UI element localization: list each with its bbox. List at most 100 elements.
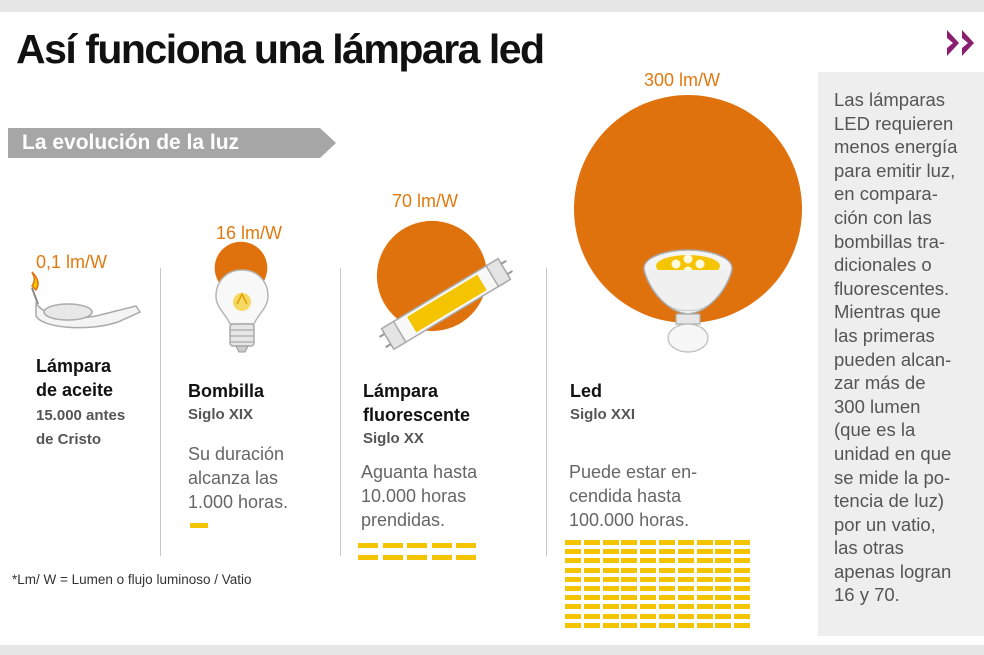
item-name-oil-1: Lámpara bbox=[36, 356, 112, 376]
duration-bar bbox=[565, 595, 581, 601]
sidebar-line: LED requieren bbox=[834, 112, 954, 134]
item-era-fluorescent: Siglo XX bbox=[363, 430, 424, 447]
page-title: Así funciona una lámpara led bbox=[16, 26, 545, 72]
duration-bar bbox=[431, 555, 452, 560]
duration-bar bbox=[583, 567, 600, 573]
item-desc-fluorescent-1: Aguanta hasta bbox=[361, 462, 478, 482]
led-lamp-icon bbox=[643, 249, 733, 353]
duration-bar bbox=[640, 622, 657, 628]
duration-bar bbox=[583, 586, 600, 591]
duration-bar bbox=[640, 549, 657, 555]
duration-bar bbox=[659, 549, 675, 555]
duration-bar bbox=[715, 622, 732, 628]
item-desc-fluorescent-2: 10.000 horas bbox=[361, 486, 467, 506]
duration-bar bbox=[565, 576, 581, 582]
duration-bar bbox=[602, 586, 619, 591]
duration-bar bbox=[715, 540, 732, 545]
duration-bar bbox=[602, 540, 619, 545]
duration-bar bbox=[583, 604, 600, 610]
item-desc-bulb-1: Su duración bbox=[188, 444, 285, 464]
duration-bar bbox=[734, 540, 751, 545]
duration-bar bbox=[583, 576, 600, 582]
duration-bar bbox=[602, 613, 619, 619]
duration-bar bbox=[431, 543, 452, 548]
item-era-led: Siglo XXI bbox=[570, 406, 636, 423]
oil-lamp-icon bbox=[31, 271, 142, 329]
duration-bar bbox=[583, 549, 600, 555]
duration-bar bbox=[677, 586, 694, 591]
duration-bar bbox=[715, 558, 732, 564]
sidebar-line: las otras bbox=[834, 537, 904, 559]
duration-bar bbox=[621, 595, 638, 601]
duration-bar bbox=[565, 622, 581, 628]
duration-bar bbox=[640, 576, 657, 582]
duration-bar bbox=[734, 622, 751, 628]
duration-bar bbox=[640, 540, 657, 545]
duration-bar bbox=[696, 549, 713, 555]
duration-bar bbox=[456, 543, 476, 548]
duration-bar bbox=[696, 540, 713, 545]
duration-bar bbox=[602, 622, 619, 628]
duration-bar bbox=[677, 576, 694, 582]
duration-bar bbox=[734, 586, 751, 591]
duration-bar bbox=[621, 549, 638, 555]
duration-bar bbox=[677, 558, 694, 564]
duration-bar bbox=[565, 586, 581, 591]
section-tag: La evolución de la luz bbox=[22, 131, 240, 154]
duration-bar bbox=[696, 576, 713, 582]
duration-bar bbox=[659, 540, 675, 545]
item-name-bulb: Bombilla bbox=[188, 381, 265, 401]
duration-bar bbox=[621, 558, 638, 564]
sidebar-line: zar más de bbox=[834, 372, 926, 394]
duration-bar bbox=[715, 595, 732, 601]
duration-bar bbox=[715, 549, 732, 555]
sidebar-line: por un vatio, bbox=[834, 513, 936, 535]
duration-bar bbox=[640, 604, 657, 610]
duration-bar bbox=[734, 576, 751, 582]
sidebar-line: (que es la bbox=[834, 419, 916, 441]
item-desc-bulb-3: 1.000 horas. bbox=[188, 492, 289, 512]
sidebar-line: Las lámparas bbox=[834, 89, 946, 110]
duration-bar bbox=[696, 567, 713, 573]
duration-bar bbox=[696, 622, 713, 628]
bottom-bar bbox=[0, 645, 984, 655]
duration-bar bbox=[640, 586, 657, 591]
duration-bar bbox=[190, 523, 208, 528]
duration-bar bbox=[565, 540, 581, 545]
separator-2 bbox=[340, 268, 341, 556]
efficacy-label-fluorescent: 70 lm/W bbox=[392, 191, 459, 211]
sidebar-line: apenas logran bbox=[834, 560, 952, 582]
sidebar-line: tencia de luz) bbox=[834, 490, 945, 512]
sidebar-line: fluorescentes. bbox=[834, 277, 950, 299]
duration-bar bbox=[659, 622, 675, 628]
duration-bar bbox=[621, 567, 638, 573]
sidebar-line: unidad en que bbox=[834, 442, 952, 464]
duration-bar bbox=[734, 567, 751, 573]
duration-bar bbox=[621, 604, 638, 610]
duration-bar bbox=[621, 622, 638, 628]
duration-bar bbox=[677, 622, 694, 628]
item-desc-led-2: cendida hasta bbox=[569, 486, 682, 506]
duration-bar bbox=[583, 540, 600, 545]
item-desc-bulb-2: alcanza las bbox=[188, 468, 279, 488]
separator-1 bbox=[160, 268, 161, 556]
efficacy-label-led: 300 lm/W bbox=[644, 70, 721, 90]
duration-bar bbox=[602, 604, 619, 610]
duration-bar bbox=[659, 604, 675, 610]
duration-bar bbox=[583, 558, 600, 564]
fluorescent-tube-icon bbox=[378, 257, 514, 351]
duration-bar bbox=[734, 604, 751, 610]
double-chevron-right-icon[interactable] bbox=[944, 26, 980, 60]
sidebar-line: Mientras que bbox=[834, 301, 941, 323]
item-era-oil-1: 15.000 antes bbox=[36, 407, 126, 424]
sidebar-line: las primeras bbox=[834, 324, 935, 346]
item-name-fluorescent-1: Lámpara bbox=[363, 381, 439, 401]
duration-bar bbox=[621, 586, 638, 591]
footnote: *Lm/ W = Lumen o flujo luminoso / Vatio bbox=[12, 572, 252, 587]
item-desc-led-1: Puede estar en- bbox=[569, 462, 698, 482]
item-desc-led-3: 100.000 horas. bbox=[569, 510, 690, 530]
duration-bar bbox=[565, 613, 581, 619]
duration-bar bbox=[621, 613, 638, 619]
duration-bar bbox=[696, 595, 713, 601]
duration-bar bbox=[734, 549, 751, 555]
